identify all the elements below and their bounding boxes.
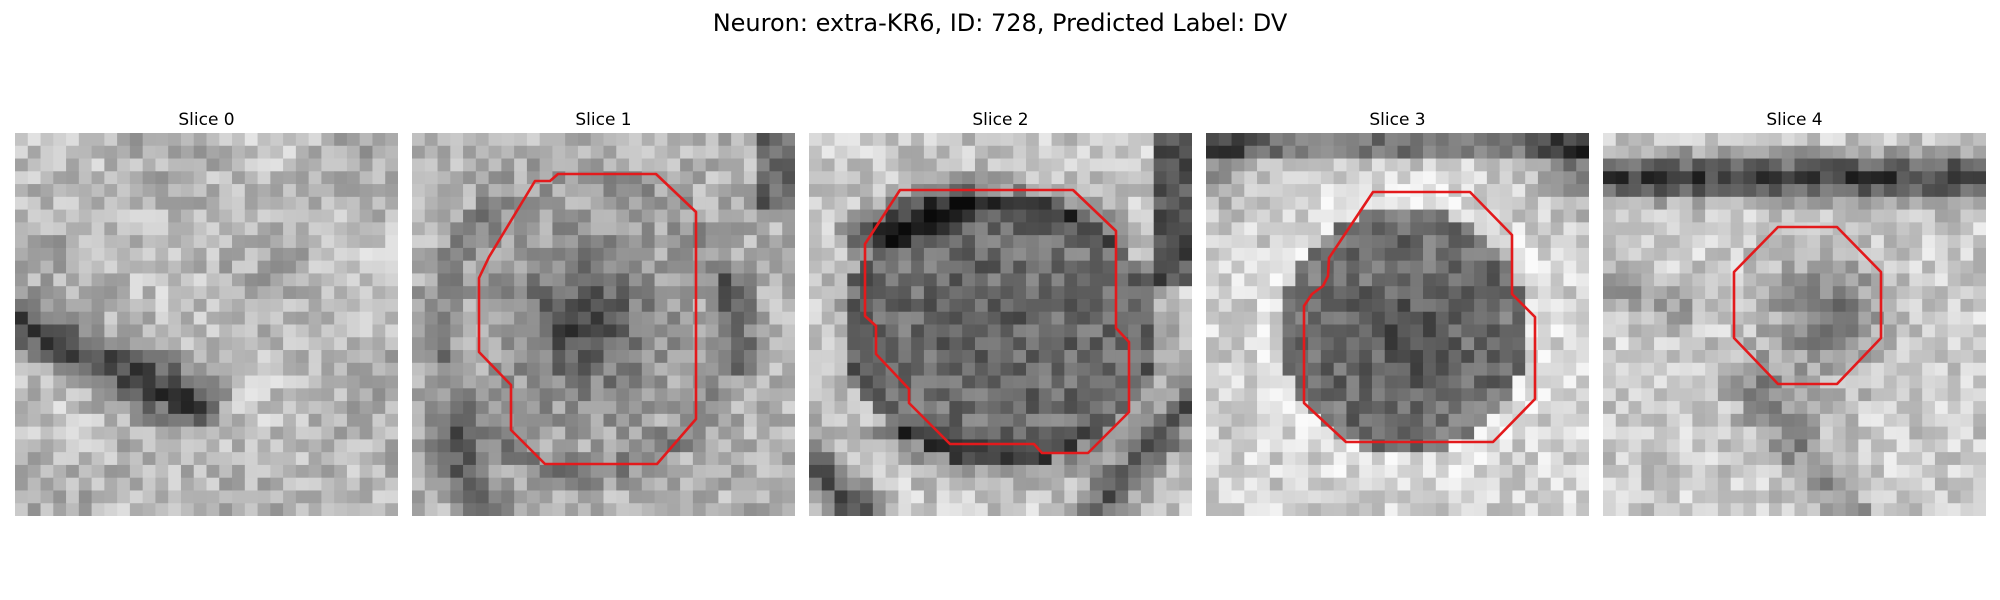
microscopy-slice-1 [412,133,795,516]
slice-title-4: Slice 4 [1766,110,1823,130]
microscopy-slice-0 [15,133,398,516]
slice-panel-1: Slice 1 [412,108,795,516]
pixel-grid [15,133,398,516]
slice-panel-0: Slice 0 [15,108,398,516]
slice-title-0: Slice 0 [178,110,235,130]
neuron-contour [863,188,1131,455]
figure-title: Neuron: extra-KR6, ID: 728, Predicted La… [712,9,1288,37]
slice-panel-2: Slice 2 [809,108,1192,516]
slice-title-3: Slice 3 [1369,110,1426,130]
pixel-grid [1206,133,1589,516]
pixel-grid [809,133,1192,516]
pixel-grid [1603,133,1986,516]
microscopy-slice-2 [809,133,1192,516]
slice-title-1: Slice 1 [575,110,632,130]
slice-panel-3: Slice 3 [1206,108,1589,516]
microscopy-slice-3 [1206,133,1589,516]
microscopy-slice-4 [1603,133,1986,516]
neuron-contour [1732,225,1883,386]
pixel-grid [412,133,795,516]
slice-panel-4: Slice 4 [1603,108,1986,516]
neuron-contour [477,172,698,466]
slice-title-2: Slice 2 [972,110,1029,130]
neuron-contour [1302,190,1537,444]
